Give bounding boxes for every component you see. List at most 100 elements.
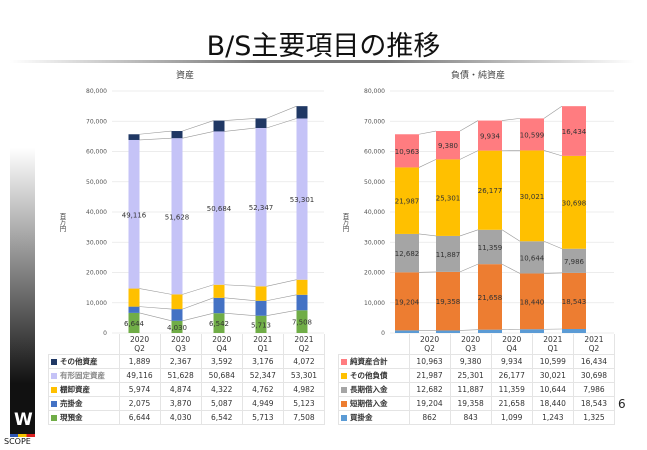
- category-label-line: Q2: [588, 344, 600, 353]
- data-label: 30,698: [562, 199, 587, 207]
- category-label: 2021 Q1: [241, 334, 284, 355]
- series-name: 棚卸資産: [60, 385, 90, 394]
- y-tick-label: 60,000: [86, 149, 107, 156]
- y-axis-label: 百万円: [58, 212, 66, 233]
- table-row: 有形固定資産 49,116 51,628 50,684 52,347 53,301: [48, 368, 326, 383]
- series-connector-line: [543, 272, 563, 274]
- table-cell: 10,644: [531, 382, 574, 397]
- data-label: 21,658: [478, 294, 503, 302]
- y-tick-label: 40,000: [86, 209, 107, 216]
- table-row: 売掛金 2,075 3,870 5,087 4,949 5,123: [48, 396, 326, 411]
- category-label: 2021 Q2: [282, 334, 326, 355]
- bar-segment: [562, 155, 586, 249]
- category-label-line: Q1: [547, 344, 559, 353]
- y-tick-label: 80,000: [364, 88, 385, 95]
- category-label: 2020 Q3: [449, 334, 492, 355]
- title-divider: [10, 60, 635, 63]
- series-connector-line: [418, 159, 437, 168]
- bar-segment: [128, 288, 140, 307]
- table-cell: 2,075: [118, 396, 161, 411]
- legend-swatch: [51, 373, 57, 379]
- legend-swatch: [341, 373, 347, 379]
- empty-cell: [49, 334, 120, 355]
- table-cell: 19,204: [408, 396, 451, 411]
- bar-segment: [128, 312, 140, 333]
- category-label-line: 2021: [543, 335, 563, 344]
- bar-segment: [128, 306, 140, 313]
- series-connector-line: [459, 150, 479, 160]
- series-name: 長期借入金: [350, 385, 388, 394]
- legend-swatch: [51, 401, 57, 407]
- data-label: 25,301: [436, 195, 461, 203]
- table-cell: 16,434: [572, 354, 616, 369]
- table-header-row: 2020 Q2 2020 Q3 2020 Q4 2021 Q1 2021 Q2: [339, 334, 616, 355]
- table-row: 現預金 6,644 4,030 6,542 5,713 7,508: [48, 410, 326, 425]
- bar-segment: [520, 241, 544, 274]
- bar-segment: [255, 286, 267, 301]
- series-connector-line: [224, 118, 256, 121]
- series-connector-line: [501, 118, 521, 121]
- table-cell: 4,322: [200, 382, 243, 397]
- data-label: 9,380: [438, 142, 458, 150]
- legend-entry: その他負債: [338, 368, 410, 383]
- series-connector-line: [501, 229, 521, 242]
- chart-title: 資産: [176, 69, 194, 81]
- series-connector-line: [543, 150, 563, 157]
- bar-segment: [296, 294, 308, 311]
- table-cell: 9,380: [449, 354, 492, 369]
- series-connector-line: [139, 312, 172, 322]
- data-label: 52,347: [249, 204, 274, 212]
- category-label: 2020 Q2: [118, 334, 161, 355]
- table-row: 買掛金 862 843 1,099 1,243 1,325: [338, 410, 616, 425]
- bar-segment: [171, 320, 183, 333]
- table-row: その他負債 21,987 25,301 26,177 30,021 30,698: [338, 368, 616, 383]
- table-cell: 4,949: [241, 396, 284, 411]
- table-cell: 50,684: [200, 368, 243, 383]
- series-name: 売掛金: [60, 399, 83, 408]
- bar-segment: [213, 120, 225, 132]
- table-header-row: 2020 Q2 2020 Q3 2020 Q4 2021 Q1 2021 Q2: [49, 334, 326, 355]
- bar-segment: [520, 150, 544, 242]
- series-connector-line: [266, 279, 297, 287]
- series-connector-line: [182, 284, 214, 295]
- bar-segment: [128, 134, 140, 140]
- legend-swatch: [341, 401, 347, 407]
- table-cell: 25,301: [449, 368, 492, 383]
- y-tick-label: 0: [103, 330, 107, 337]
- bar-segment: [395, 167, 419, 234]
- bar-segment: [520, 273, 544, 330]
- category-label-line: 2021: [253, 335, 273, 344]
- series-connector-line: [266, 294, 297, 302]
- table-cell: 5,123: [282, 396, 326, 411]
- bar-segment: [436, 330, 460, 333]
- table-cell: 10,963: [408, 354, 451, 369]
- data-label: 9,934: [480, 133, 501, 141]
- table-row: 長期借入金 12,682 11,887 11,359 10,644 7,986: [338, 382, 616, 397]
- series-connector-line: [182, 131, 214, 139]
- data-label: 18,440: [520, 298, 545, 306]
- series-connector-line: [139, 130, 172, 135]
- series-connector-line: [501, 263, 521, 274]
- bar-segment: [562, 272, 586, 329]
- category-label-line: Q2: [134, 344, 145, 353]
- series-connector-line: [459, 263, 479, 273]
- bar-segment: [255, 300, 267, 316]
- category-label: 2021 Q1: [531, 334, 574, 355]
- table-cell: 52,347: [241, 368, 284, 383]
- table-cell: 49,116: [118, 368, 161, 383]
- bar-segment: [436, 131, 460, 160]
- category-label-line: 2021: [294, 335, 314, 344]
- category-label-line: Q3: [465, 344, 476, 353]
- series-connector-line: [139, 306, 172, 310]
- table-cell: 5,713: [241, 410, 284, 425]
- y-tick-label: 20,000: [364, 270, 385, 277]
- sidebar-gradient-bar: [10, 148, 35, 410]
- data-label: 10,599: [520, 131, 545, 139]
- bar-segment: [520, 329, 544, 333]
- series-name: その他資産: [60, 357, 98, 366]
- table-row: 短期借入金 19,204 19,358 21,658 18,440 18,543: [338, 396, 616, 411]
- table-cell: 11,887: [449, 382, 492, 397]
- legend-swatch: [341, 359, 347, 365]
- y-tick-label: 70,000: [86, 118, 107, 125]
- y-tick-label: 40,000: [364, 209, 385, 216]
